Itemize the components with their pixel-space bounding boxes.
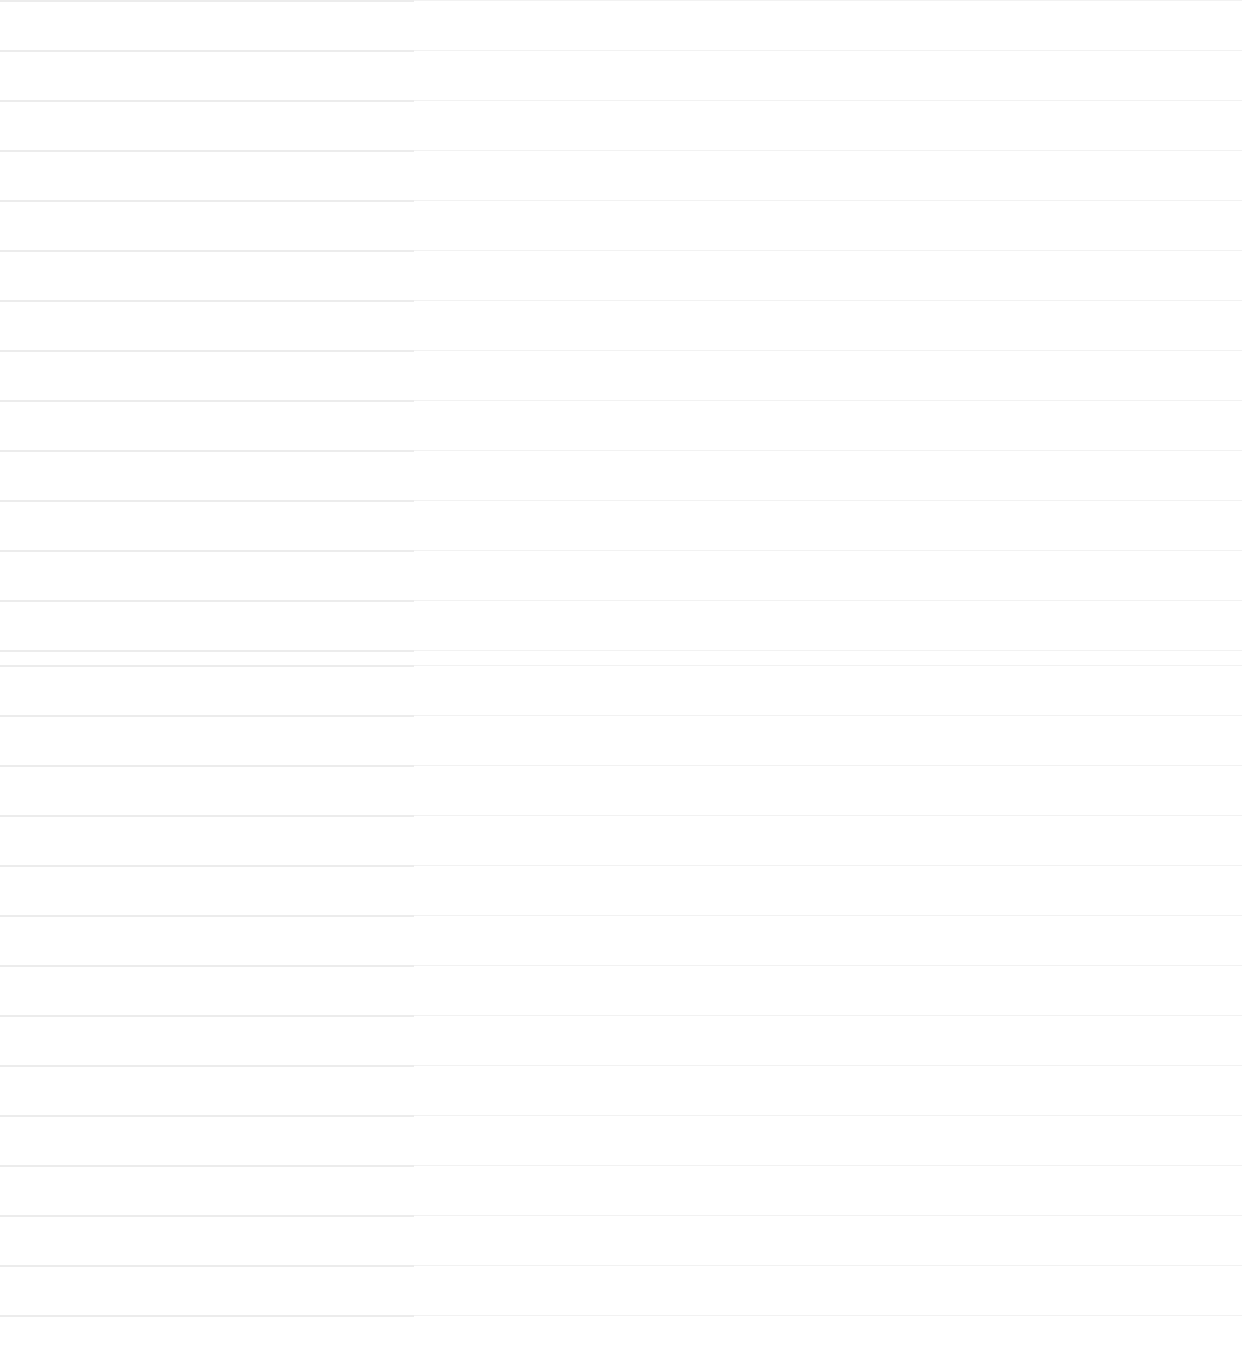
row-divider-left xyxy=(0,1215,414,1217)
row-divider-right xyxy=(414,1215,1242,1216)
row-divider-right xyxy=(414,500,1242,501)
table-row xyxy=(0,715,1242,765)
row-divider-right xyxy=(414,1315,1242,1316)
row-divider-left xyxy=(0,1065,414,1067)
row-divider-left xyxy=(0,450,414,452)
table-row xyxy=(0,865,1242,915)
row-divider-left xyxy=(0,600,414,602)
row-divider-right xyxy=(414,815,1242,816)
table-row xyxy=(0,1315,1242,1365)
row-divider-right xyxy=(414,865,1242,866)
table-row xyxy=(0,665,1242,715)
table-row xyxy=(0,600,1242,650)
row-divider-left xyxy=(0,350,414,352)
table-row xyxy=(0,200,1242,250)
row-divider-right xyxy=(414,300,1242,301)
table-row xyxy=(0,1065,1242,1115)
row-divider-left xyxy=(0,50,414,52)
row-divider-right xyxy=(414,250,1242,251)
table-row xyxy=(0,1165,1242,1215)
row-divider-left xyxy=(0,200,414,202)
table-row xyxy=(0,400,1242,450)
table-row xyxy=(0,350,1242,400)
row-divider-left xyxy=(0,865,414,867)
row-divider-left xyxy=(0,550,414,552)
row-divider-left xyxy=(0,250,414,252)
row-divider-left xyxy=(0,150,414,152)
row-divider-right xyxy=(414,100,1242,101)
table-row xyxy=(0,1215,1242,1265)
row-divider-right xyxy=(414,715,1242,716)
table-row xyxy=(0,815,1242,865)
row-divider-left xyxy=(0,1165,414,1167)
row-divider-right xyxy=(414,915,1242,916)
row-divider-left xyxy=(0,815,414,817)
row-divider-right xyxy=(414,350,1242,351)
table-row xyxy=(0,550,1242,600)
table-row xyxy=(0,300,1242,350)
table-row xyxy=(0,0,1242,50)
row-divider-left xyxy=(0,965,414,967)
row-divider-right xyxy=(414,1265,1242,1266)
table-row xyxy=(0,1265,1242,1315)
table-row xyxy=(0,450,1242,500)
row-divider-right xyxy=(414,0,1242,1)
table-row xyxy=(0,1115,1242,1165)
table-row xyxy=(0,250,1242,300)
row-divider-left xyxy=(0,650,414,652)
row-divider-left xyxy=(0,915,414,917)
row-divider-right xyxy=(414,1165,1242,1166)
row-divider-right xyxy=(414,1065,1242,1066)
row-divider-right xyxy=(414,965,1242,966)
row-divider-left xyxy=(0,100,414,102)
row-divider-left xyxy=(0,500,414,502)
row-divider-left xyxy=(0,715,414,717)
table-row xyxy=(0,1015,1242,1065)
row-divider-right xyxy=(414,200,1242,201)
table-row xyxy=(0,650,1242,700)
table-row xyxy=(0,150,1242,200)
row-divider-left xyxy=(0,0,414,2)
row-divider-right xyxy=(414,765,1242,766)
row-divider-left xyxy=(0,300,414,302)
table-row xyxy=(0,500,1242,550)
table-row xyxy=(0,915,1242,965)
row-divider-left xyxy=(0,1265,414,1267)
row-divider-right xyxy=(414,150,1242,151)
row-divider-right xyxy=(414,650,1242,651)
row-divider-left xyxy=(0,1115,414,1117)
row-divider-left xyxy=(0,1015,414,1017)
row-divider-left xyxy=(0,400,414,402)
row-divider-right xyxy=(414,50,1242,51)
row-divider-right xyxy=(414,600,1242,601)
row-divider-right xyxy=(414,1015,1242,1016)
row-divider-right xyxy=(414,665,1242,666)
table-row xyxy=(0,965,1242,1015)
row-divider-left xyxy=(0,1315,414,1317)
table-row xyxy=(0,100,1242,150)
row-divider-right xyxy=(414,400,1242,401)
row-divider-right xyxy=(414,550,1242,551)
table-row xyxy=(0,765,1242,815)
row-divider-right xyxy=(414,1115,1242,1116)
row-divider-left xyxy=(0,665,414,667)
table-row xyxy=(0,50,1242,100)
row-divider-left xyxy=(0,765,414,767)
row-divider-right xyxy=(414,450,1242,451)
